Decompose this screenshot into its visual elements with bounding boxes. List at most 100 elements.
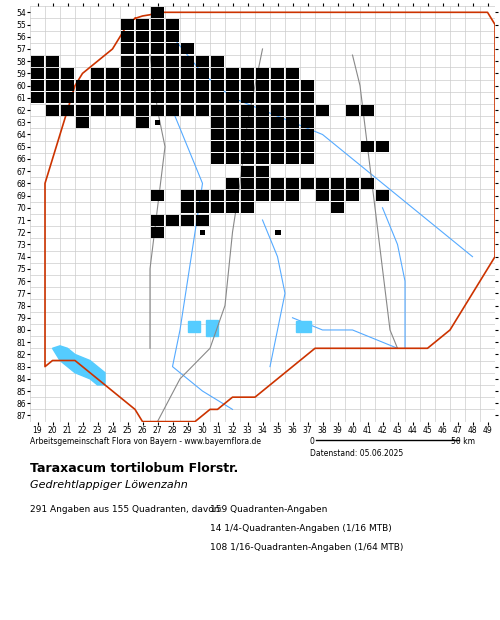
Text: Taraxacum tortilobum Florstr.: Taraxacum tortilobum Florstr. (30, 462, 238, 475)
Bar (271, 141, 284, 152)
Bar (361, 141, 374, 152)
Text: 159 Quadranten-Angaben: 159 Quadranten-Angaben (210, 505, 328, 515)
Bar (181, 202, 194, 213)
Bar (240, 105, 254, 115)
Bar (211, 190, 224, 201)
Bar (154, 120, 160, 125)
Bar (271, 190, 284, 201)
Bar (301, 92, 314, 104)
Bar (76, 80, 89, 91)
Bar (331, 178, 344, 189)
Bar (211, 153, 224, 164)
Bar (211, 56, 224, 67)
Bar (121, 105, 134, 115)
Bar (301, 141, 314, 152)
Bar (240, 129, 254, 140)
Bar (376, 141, 389, 152)
Bar (121, 92, 134, 104)
Bar (346, 105, 359, 115)
Bar (226, 190, 239, 201)
Bar (31, 80, 44, 91)
Bar (286, 68, 299, 79)
Bar (181, 56, 194, 67)
Polygon shape (206, 320, 218, 336)
Bar (61, 105, 74, 115)
Text: Arbeitsgemeinschaft Flora von Bayern - www.bayernflora.de: Arbeitsgemeinschaft Flora von Bayern - w… (30, 437, 261, 446)
Bar (121, 56, 134, 67)
Bar (226, 68, 239, 79)
Bar (240, 92, 254, 104)
Bar (196, 68, 209, 79)
Bar (200, 230, 205, 234)
Bar (256, 178, 269, 189)
Bar (46, 105, 59, 115)
Bar (151, 80, 164, 91)
Bar (211, 117, 224, 128)
Bar (286, 117, 299, 128)
Bar (151, 215, 164, 226)
Bar (31, 92, 44, 104)
Bar (166, 43, 179, 55)
Bar (166, 80, 179, 91)
Bar (271, 129, 284, 140)
Bar (271, 105, 284, 115)
Bar (151, 105, 164, 115)
Polygon shape (296, 321, 310, 332)
Bar (151, 68, 164, 79)
Bar (256, 190, 269, 201)
Bar (256, 117, 269, 128)
Bar (196, 202, 209, 213)
Bar (211, 129, 224, 140)
Text: 50 km: 50 km (451, 437, 475, 446)
Bar (46, 68, 59, 79)
Bar (91, 92, 104, 104)
Polygon shape (52, 346, 105, 385)
Bar (76, 105, 89, 115)
Bar (256, 68, 269, 79)
Bar (301, 129, 314, 140)
Bar (196, 80, 209, 91)
Bar (240, 141, 254, 152)
Bar (346, 178, 359, 189)
Bar (226, 129, 239, 140)
Bar (361, 178, 374, 189)
Bar (151, 43, 164, 55)
Bar (91, 105, 104, 115)
Bar (151, 92, 164, 104)
Bar (61, 68, 74, 79)
Text: 291 Angaben aus 155 Quadranten, davon:: 291 Angaben aus 155 Quadranten, davon: (30, 505, 222, 515)
Bar (301, 105, 314, 115)
Bar (136, 68, 149, 79)
Bar (136, 31, 149, 42)
Bar (181, 215, 194, 226)
Bar (240, 166, 254, 177)
Bar (211, 105, 224, 115)
Bar (211, 141, 224, 152)
Bar (346, 190, 359, 201)
Bar (256, 166, 269, 177)
Bar (271, 117, 284, 128)
Bar (361, 105, 374, 115)
Bar (136, 92, 149, 104)
Bar (226, 117, 239, 128)
Bar (151, 19, 164, 30)
Bar (166, 92, 179, 104)
Bar (181, 190, 194, 201)
Bar (181, 105, 194, 115)
Bar (151, 56, 164, 67)
Bar (211, 68, 224, 79)
Bar (91, 68, 104, 79)
Text: 0: 0 (310, 437, 315, 446)
Bar (166, 215, 179, 226)
Text: 14 1/4-Quadranten-Angaben (1/16 MTB): 14 1/4-Quadranten-Angaben (1/16 MTB) (210, 524, 392, 533)
Bar (196, 92, 209, 104)
Bar (31, 68, 44, 79)
Bar (121, 68, 134, 79)
Bar (91, 80, 104, 91)
Bar (136, 105, 149, 115)
Bar (226, 178, 239, 189)
Bar (256, 80, 269, 91)
Text: Gedrehtlappiger Löwenzahn: Gedrehtlappiger Löwenzahn (30, 480, 188, 490)
Bar (151, 31, 164, 42)
Bar (286, 105, 299, 115)
